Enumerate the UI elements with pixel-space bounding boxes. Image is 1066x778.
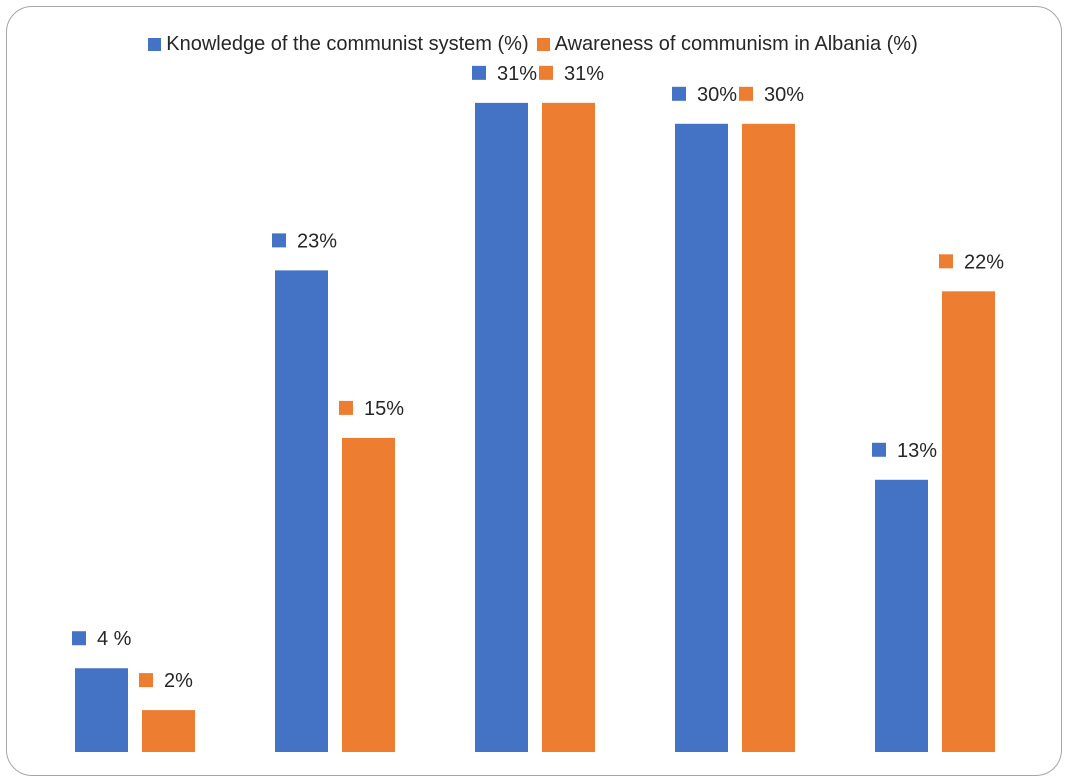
data-label-marker-series0-cat4: [872, 442, 886, 457]
bar-series1-cat1: [342, 437, 395, 752]
data-label-series1-cat2: 31%: [564, 63, 604, 85]
data-label-marker-series1-cat2: [539, 65, 553, 80]
legend-label-awareness: Awareness of communism in Albania (%): [554, 33, 918, 55]
data-label-series0-cat3: 30%: [697, 84, 737, 106]
data-label-series0-cat0: 4 %: [97, 628, 132, 650]
bar-series1-cat3: [742, 123, 795, 753]
legend-swatch-awareness: [536, 38, 550, 51]
data-label-series0-cat2: 31%: [497, 63, 537, 85]
legend-item-knowledge: Knowledge of the communist system (%): [148, 33, 529, 56]
bar-series1-cat2: [542, 102, 595, 753]
legend-item-awareness: Awareness of communism in Albania (%): [536, 33, 918, 56]
data-label-series0-cat1: 23%: [297, 230, 337, 252]
bar-series0-cat3: [675, 123, 728, 753]
bar-series1-cat0: [142, 710, 195, 752]
data-label-marker-series1-cat0: [139, 673, 153, 688]
bar-series0-cat4: [875, 479, 928, 752]
data-label-marker-series1-cat3: [739, 86, 753, 101]
data-label-marker-series1-cat1: [339, 400, 353, 415]
data-label-marker-series0-cat2: [472, 65, 486, 80]
legend-swatch-knowledge: [148, 38, 162, 51]
data-label-series1-cat4: 22%: [964, 251, 1004, 273]
data-label-series0-cat4: 13%: [897, 440, 937, 462]
data-label-marker-series1-cat4: [939, 254, 953, 269]
bar-series0-cat2: [475, 102, 528, 753]
data-label-series1-cat0: 2%: [164, 670, 193, 692]
legend-label-knowledge: Knowledge of the communist system (%): [166, 33, 529, 55]
data-label-marker-series0-cat0: [72, 631, 86, 646]
bar-series0-cat0: [75, 668, 128, 752]
data-label-series1-cat3: 30%: [764, 84, 804, 106]
bar-series0-cat1: [275, 270, 328, 752]
data-label-marker-series0-cat3: [672, 86, 686, 101]
bar-series1-cat4: [942, 291, 995, 752]
data-label-marker-series0-cat1: [272, 233, 286, 248]
chart-legend: Knowledge of the communist system (%) Aw…: [0, 33, 1066, 56]
data-label-series1-cat1: 15%: [364, 398, 404, 420]
